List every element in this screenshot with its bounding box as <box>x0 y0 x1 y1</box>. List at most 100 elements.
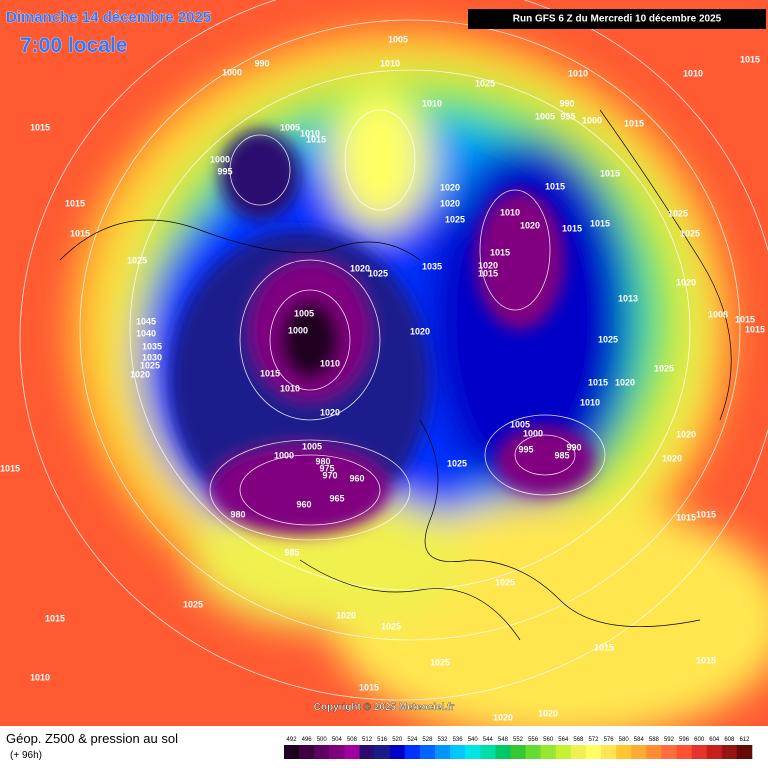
colorbar-label: 532 <box>438 737 449 743</box>
colorbar-swatch <box>570 745 587 759</box>
isobar-label: 1015 <box>306 134 326 144</box>
isobar-label: 1030 <box>142 352 162 362</box>
colorbar-label: 604 <box>709 737 720 743</box>
colorbar-swatch <box>434 745 451 759</box>
isobar-label: 1010 <box>422 98 442 108</box>
isobar-label: 1025 <box>668 208 688 218</box>
colorbar-label: 580 <box>619 737 630 743</box>
run-box <box>468 9 766 29</box>
isobar-label: 1005 <box>510 419 530 429</box>
isobar-label: 1035 <box>422 261 442 271</box>
isobar-label: 995 <box>518 444 533 454</box>
isobar-label: 1020 <box>676 277 696 287</box>
colorbar-swatch <box>736 745 753 759</box>
isobar-label: 1000 <box>222 67 242 77</box>
isobar-label: 1025 <box>654 363 674 373</box>
isobar-label: 1010 <box>300 128 320 138</box>
colorbar-swatch <box>510 745 526 759</box>
colorbar-swatch <box>344 745 360 759</box>
isobar-label: 1015 <box>45 613 65 623</box>
colorbar-swatch <box>389 745 406 759</box>
isobar-label: 1010 <box>320 358 340 368</box>
isobar-label: 985 <box>554 450 569 460</box>
colorbar-label: 608 <box>724 737 735 743</box>
isobar-label: 1010 <box>580 397 600 407</box>
isobar-label: 1000 <box>210 154 230 164</box>
run-info: Run GFS 6 Z du Mercredi 10 décembre 2025 <box>513 14 722 25</box>
isobar-label: 1010 <box>280 383 300 393</box>
isobar-label: 1005 <box>388 34 408 44</box>
isobar-label: 1015 <box>562 223 582 233</box>
isobar-label: 1035 <box>142 341 162 351</box>
footer-lead: (+ 96h) <box>10 750 42 761</box>
footer-title: Géop. Z500 & pression au sol <box>6 731 178 746</box>
isobar-label: 1015 <box>545 181 565 191</box>
isobar-label: 990 <box>566 442 581 452</box>
colorbar-label: 584 <box>634 737 645 743</box>
isobar-label: 1020 <box>336 610 356 620</box>
isobar-label: 1040 <box>136 328 156 338</box>
isobar-label: 1025 <box>495 577 515 587</box>
colorbar: 492 496 500 504 508 512 516 520 524 528 532 536 540 5… <box>284 737 753 759</box>
isobar-label: 1025 <box>127 255 147 265</box>
isobar-label: 990 <box>559 98 574 108</box>
colorbar-swatch <box>676 745 692 759</box>
colorbar-swatch <box>691 745 708 759</box>
isobar-label: 1020 <box>440 182 460 192</box>
colorbar-label: 576 <box>604 737 615 743</box>
isobar-label: 1010 <box>500 207 520 217</box>
isobar-label: 1015 <box>490 247 510 257</box>
colorbar-swatch <box>540 745 557 759</box>
isobar-label: 1020 <box>615 377 635 387</box>
colorbar-swatch <box>299 745 315 759</box>
colorbar-label: 544 <box>483 737 494 743</box>
colorbar-swatch <box>419 745 436 759</box>
colorbar-swatch <box>495 745 511 759</box>
colorbar-label: 524 <box>407 737 418 743</box>
isobar-label: 1020 <box>520 220 540 230</box>
colorbar-label: 552 <box>513 737 524 743</box>
colorbar-swatch <box>601 745 617 759</box>
isobar-label: 1000 <box>582 115 602 125</box>
colorbar-swatch <box>359 745 375 759</box>
isobar-label: 1015 <box>260 368 280 378</box>
isobar-label: 1015 <box>588 377 608 387</box>
isobar-label: 1020 <box>478 260 498 270</box>
isobar-label: 1020 <box>538 708 558 718</box>
colorbar-label: 592 <box>664 737 675 743</box>
colorbar-swatch <box>585 745 602 759</box>
forecast-time: 7:00 locale <box>20 34 127 57</box>
isobar-label: 980 <box>315 456 330 466</box>
colorbar-swatch <box>616 745 632 759</box>
isobar-label: 1005 <box>535 111 555 121</box>
colorbar-swatch <box>314 745 330 759</box>
colorbar-label: 540 <box>468 737 479 743</box>
colorbar-label: 556 <box>528 737 539 743</box>
colorbar-label: 568 <box>573 737 584 743</box>
isobar-label: 1000 <box>523 428 543 438</box>
isobar-label: 1025 <box>430 657 450 667</box>
isobar-label: 1000 <box>288 325 308 335</box>
colorbar-label: 512 <box>362 737 373 743</box>
isobar-label: 1015 <box>624 118 644 128</box>
isobar-label: 1020 <box>493 712 513 722</box>
colorbar-swatch <box>374 745 390 759</box>
isobar-label: 1010 <box>30 672 50 682</box>
isobar-label: 1025 <box>598 334 618 344</box>
isobar-label: 995 <box>217 166 232 176</box>
colorbar-label: 508 <box>347 737 358 743</box>
colorbar-label: 560 <box>543 737 554 743</box>
colorbar-label: 504 <box>332 737 343 743</box>
isobar-label: 1015 <box>735 314 755 324</box>
colorbar-label: 492 <box>287 737 298 743</box>
isobar-label: 1015 <box>740 54 760 64</box>
isobar-label: 1005 <box>280 122 300 132</box>
isobar-label: 1005 <box>302 441 322 451</box>
colorbar-label: 528 <box>422 737 433 743</box>
colorbar-label: 516 <box>377 737 388 743</box>
isobar-label: 1015 <box>65 198 85 208</box>
colorbar-swatch <box>646 745 662 759</box>
isobar-label: 1025 <box>183 599 203 609</box>
copyright: Copyright © 2025 Meteociel.fr <box>314 702 455 713</box>
colorbar-label: 600 <box>694 737 705 743</box>
